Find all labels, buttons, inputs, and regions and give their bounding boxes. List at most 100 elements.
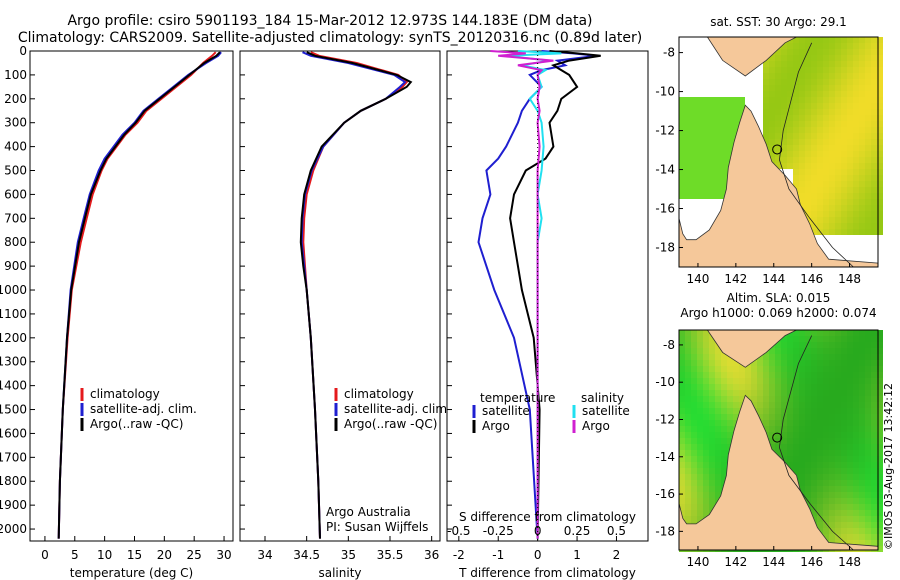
map-cell [835,181,841,187]
map-cell [817,187,823,193]
map-cell [727,426,733,432]
map-cell [811,109,817,115]
map-cell [703,456,709,462]
map-cell [685,175,691,181]
map-x-tick-label: 144 [762,555,785,569]
map-cell [727,402,733,408]
map-cell [685,151,691,157]
map-cell [835,91,841,97]
map-cell [787,342,793,348]
map-cell [811,181,817,187]
map-cell [769,103,775,109]
map-cell [817,378,823,384]
map-cell [835,342,841,348]
map-cell [763,85,769,91]
map-cell [691,486,697,492]
map-cell [853,456,859,462]
map-cell [841,528,847,534]
map-cell [691,103,697,109]
map-cell [721,420,727,426]
map-cell [787,145,793,151]
map-cell [871,163,877,169]
map-cell [823,151,829,157]
map-cell [829,229,835,235]
map-cell [787,109,793,115]
map-cell [799,426,805,432]
map-cell [859,157,865,163]
map-cell [697,169,703,175]
map-cell [727,366,733,372]
map-cell [703,492,709,498]
map-cell [823,378,829,384]
y-tick-label: 600 [4,187,27,201]
map-cell [715,396,721,402]
map-cell [775,127,781,133]
map-cell [817,480,823,486]
map-cell [817,169,823,175]
map-cell [841,474,847,480]
map-cell [835,510,841,516]
map-cell [817,330,823,336]
map-cell [769,145,775,151]
map-cell [877,528,883,534]
map-cell [823,420,829,426]
map-cell [805,426,811,432]
map-cell [817,498,823,504]
map-cell [799,354,805,360]
map-cell [787,163,793,169]
map-cell [793,49,799,55]
map-cell [751,366,757,372]
map-cell [871,414,877,420]
map-cell [679,504,685,510]
map-cell [709,372,715,378]
map-cell [709,408,715,414]
map-cell [871,492,877,498]
map-cell [775,396,781,402]
map-cell [853,193,859,199]
map-cell [853,79,859,85]
map-cell [709,103,715,109]
map-cell [871,504,877,510]
map-cell [871,498,877,504]
s-tick-label: -0.25 [483,524,514,538]
y-tick-label: 1700 [0,450,27,464]
map-cell [817,205,823,211]
map-cell [793,181,799,187]
map-cell [805,115,811,121]
map-cell [679,360,685,366]
map-cell [751,384,757,390]
map-cell [871,55,877,61]
annotation-line: Argo Australia [326,505,411,519]
map-cell [709,402,715,408]
map-cell [793,103,799,109]
map-cell [811,498,817,504]
map-cell [817,408,823,414]
map-cell [709,139,715,145]
map-cell [769,396,775,402]
map-cell [877,366,883,372]
map-cell [733,384,739,390]
map-cell [835,49,841,55]
map-cell [835,378,841,384]
map-cell [871,139,877,145]
map-cell [685,456,691,462]
map-cell [793,151,799,157]
map-cell [805,414,811,420]
map-cell [811,49,817,55]
x-axis-label-top: S difference from climatology [459,510,636,524]
map-cell [697,510,703,516]
map-cell [691,175,697,181]
map-cell [829,438,835,444]
map-cell [805,330,811,336]
map-cell [793,67,799,73]
map-cell [727,384,733,390]
map-cell [817,342,823,348]
map-cell [847,522,853,528]
map-cell [841,145,847,151]
map-cell [775,91,781,97]
map-cell [823,79,829,85]
map-cell [853,426,859,432]
x-tick-label: 2 [613,548,621,562]
map-cell [721,390,727,396]
map-cell [811,205,817,211]
